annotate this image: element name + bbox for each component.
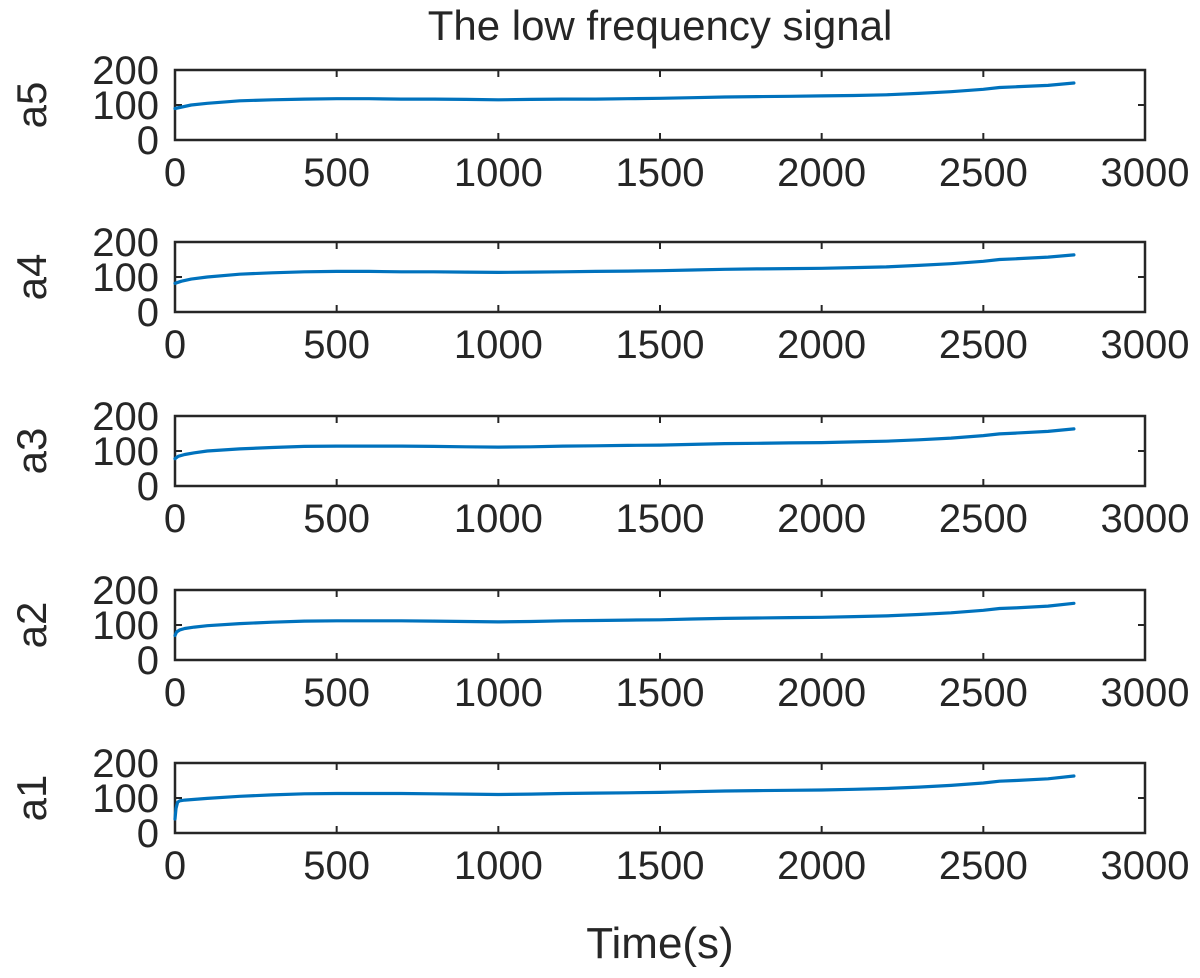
x-tick-label: 2500	[939, 671, 1028, 715]
y-tick-label: 200	[92, 221, 159, 265]
series-line-a1	[173, 774, 1076, 821]
x-tick-label: 2500	[939, 844, 1028, 888]
y-tick-label: 100	[92, 430, 159, 474]
y-tick-label: 0	[137, 812, 159, 856]
axes-box-a4	[173, 240, 1147, 314]
x-tick-label: 2500	[939, 323, 1028, 367]
series-line-a2	[173, 601, 1076, 638]
x-tick-label: 1000	[454, 151, 543, 195]
y-tick-label: 0	[137, 119, 159, 163]
x-tick-label: 1500	[616, 151, 705, 195]
x-tick-label: 0	[164, 844, 186, 888]
x-tick-label: 500	[303, 844, 370, 888]
y-tick-label: 200	[92, 742, 159, 786]
x-tick-label: 0	[164, 497, 186, 541]
x-tick-label: 1000	[454, 323, 543, 367]
chart-title: The low frequency signal	[428, 2, 893, 49]
y-axis-label-a3: a3	[8, 428, 55, 475]
y-tick-label: 100	[92, 777, 159, 821]
x-tick-label: 1500	[616, 671, 705, 715]
y-axis-label-a5: a5	[8, 82, 55, 129]
x-tick-label: 500	[303, 151, 370, 195]
axes-box-a3	[173, 414, 1147, 488]
y-tick-label: 0	[137, 465, 159, 509]
axes-box-a5	[173, 68, 1147, 142]
y-tick-label: 100	[92, 84, 159, 128]
x-tick-label: 2000	[777, 151, 866, 195]
x-tick-label: 3000	[1101, 671, 1190, 715]
x-tick-label: 1500	[616, 323, 705, 367]
y-tick-label: 100	[92, 604, 159, 648]
y-tick-label: 200	[92, 49, 159, 93]
x-tick-label: 3000	[1101, 844, 1190, 888]
x-tick-label: 3000	[1101, 323, 1190, 367]
series-line-a3	[173, 427, 1076, 461]
x-tick-label: 2000	[777, 323, 866, 367]
y-tick-label: 200	[92, 395, 159, 439]
y-tick-label: 0	[137, 639, 159, 683]
x-tick-label: 1500	[616, 497, 705, 541]
x-tick-label: 0	[164, 151, 186, 195]
x-tick-label: 500	[303, 323, 370, 367]
x-tick-label: 3000	[1101, 497, 1190, 541]
series-line-a5	[173, 81, 1076, 111]
x-tick-label: 1500	[616, 844, 705, 888]
series-line-a4	[173, 253, 1076, 285]
x-tick-label: 2000	[777, 497, 866, 541]
y-axis-label-a1: a1	[8, 775, 55, 822]
y-tick-label: 100	[92, 256, 159, 300]
y-tick-label: 0	[137, 291, 159, 335]
x-tick-label: 1000	[454, 671, 543, 715]
x-tick-label: 500	[303, 497, 370, 541]
x-tick-label: 2500	[939, 497, 1028, 541]
x-tick-label: 1000	[454, 844, 543, 888]
y-axis-label-a4: a4	[8, 254, 55, 301]
y-axis-label-a2: a2	[8, 602, 55, 649]
x-tick-label: 3000	[1101, 151, 1190, 195]
x-tick-label: 2000	[777, 671, 866, 715]
x-tick-label: 2500	[939, 151, 1028, 195]
axes-box-a1	[173, 761, 1147, 835]
x-axis-label: Time(s)	[586, 919, 733, 968]
axes-box-a2	[173, 588, 1147, 662]
x-tick-label: 0	[164, 671, 186, 715]
x-tick-label: 2000	[777, 844, 866, 888]
x-tick-label: 0	[164, 323, 186, 367]
y-tick-label: 200	[92, 569, 159, 613]
x-tick-label: 500	[303, 671, 370, 715]
x-tick-label: 1000	[454, 497, 543, 541]
